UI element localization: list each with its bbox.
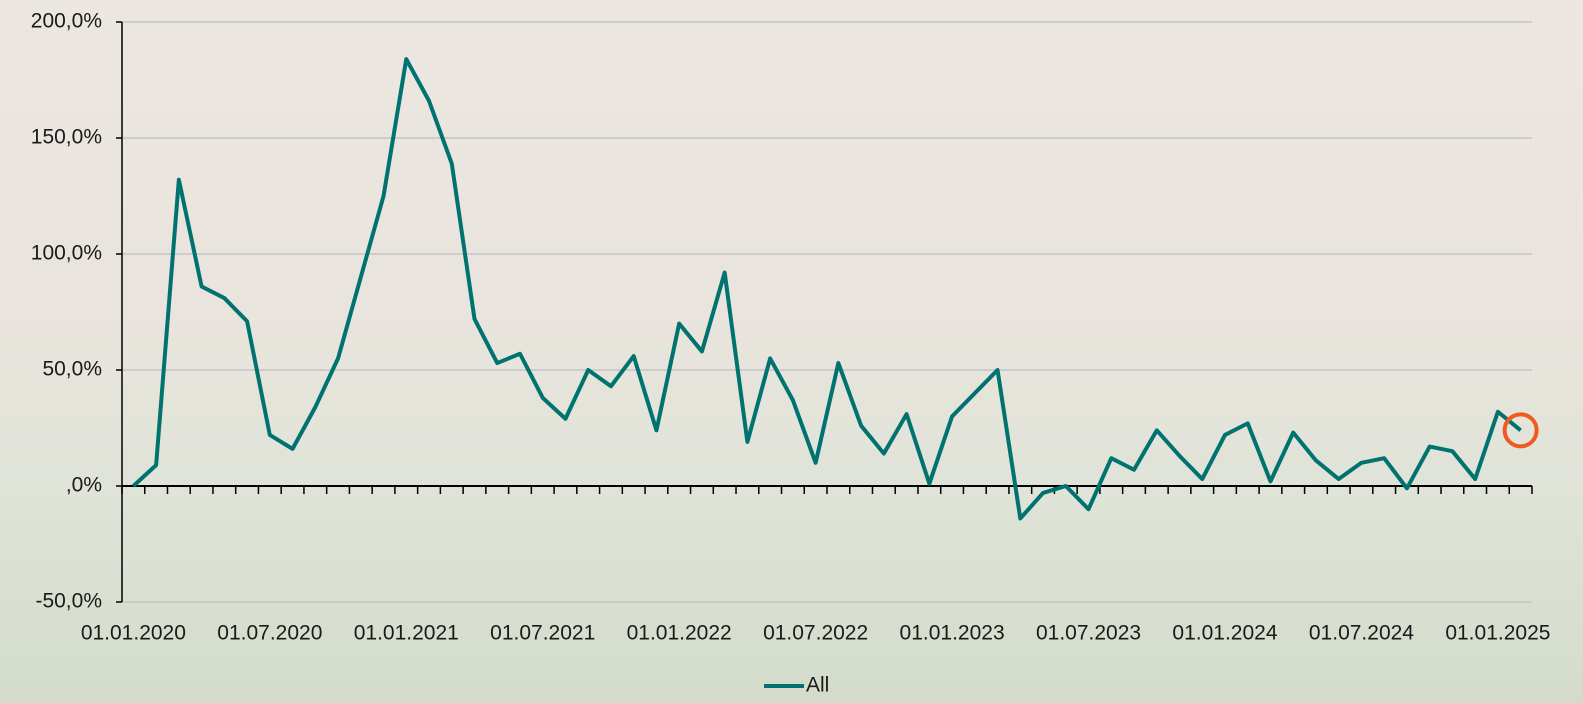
x-tick-label: 01.01.2022 bbox=[627, 622, 732, 645]
y-tick-label: 150,0% bbox=[31, 126, 102, 149]
x-tick-label: 01.07.2023 bbox=[1036, 622, 1141, 645]
x-tick-label: 01.07.2022 bbox=[763, 622, 868, 645]
y-tick-label: 100,0% bbox=[31, 242, 102, 265]
y-tick-label: -50,0% bbox=[35, 590, 102, 613]
x-tick-label: 01.07.2024 bbox=[1309, 622, 1414, 645]
x-tick-label: 01.07.2021 bbox=[490, 622, 595, 645]
last-point-highlight bbox=[1502, 412, 1539, 449]
y-tick-label: 50,0% bbox=[42, 358, 102, 381]
x-tick-label: 01.01.2023 bbox=[900, 622, 1005, 645]
data-line bbox=[132, 57, 1522, 521]
y-tick-label: 200,0% bbox=[31, 10, 102, 33]
x-tick-label: 01.01.2020 bbox=[81, 622, 186, 645]
x-tick-label: 01.01.2024 bbox=[1172, 622, 1277, 645]
x-tick-label: 01.01.2021 bbox=[354, 622, 459, 645]
y-tick-label: ,0% bbox=[66, 474, 102, 497]
x-tick-label: 01.07.2020 bbox=[217, 622, 322, 645]
x-tick-label: 01.01.2025 bbox=[1445, 622, 1550, 645]
legend-label: All bbox=[806, 674, 829, 697]
